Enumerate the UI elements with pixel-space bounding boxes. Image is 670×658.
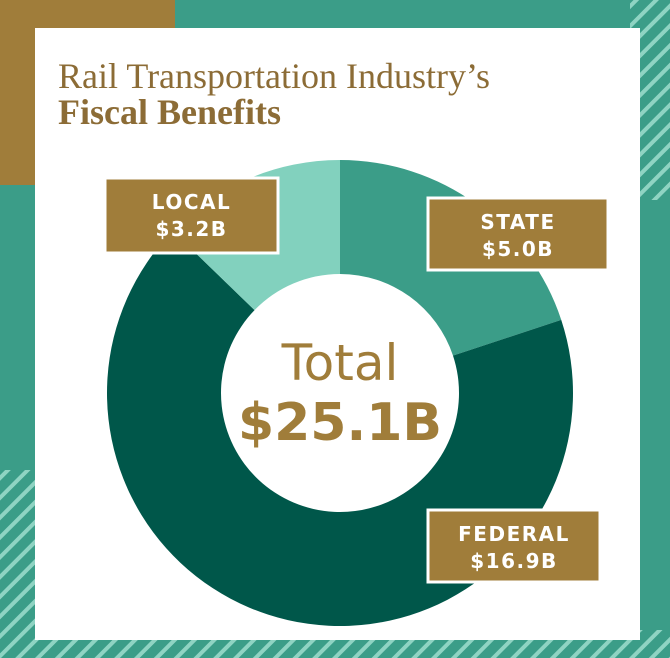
category-label: LOCAL bbox=[152, 190, 231, 214]
value-label: $3.2B bbox=[155, 217, 227, 241]
center-total: $25.1B bbox=[238, 393, 442, 453]
frame-stripes bbox=[0, 470, 40, 658]
category-label: STATE bbox=[480, 210, 555, 234]
chart-title: Fiscal Benefits bbox=[58, 92, 281, 132]
chart-title: Rail Transportation Industry’s bbox=[58, 56, 490, 96]
value-label: $16.9B bbox=[470, 549, 558, 573]
category-label: FEDERAL bbox=[458, 522, 570, 546]
label-box bbox=[103, 176, 280, 255]
center-label: Total bbox=[281, 334, 399, 392]
label-box bbox=[426, 196, 610, 272]
value-label: $5.0B bbox=[482, 237, 554, 261]
label-box bbox=[426, 508, 602, 584]
frame-accent bbox=[0, 0, 35, 185]
